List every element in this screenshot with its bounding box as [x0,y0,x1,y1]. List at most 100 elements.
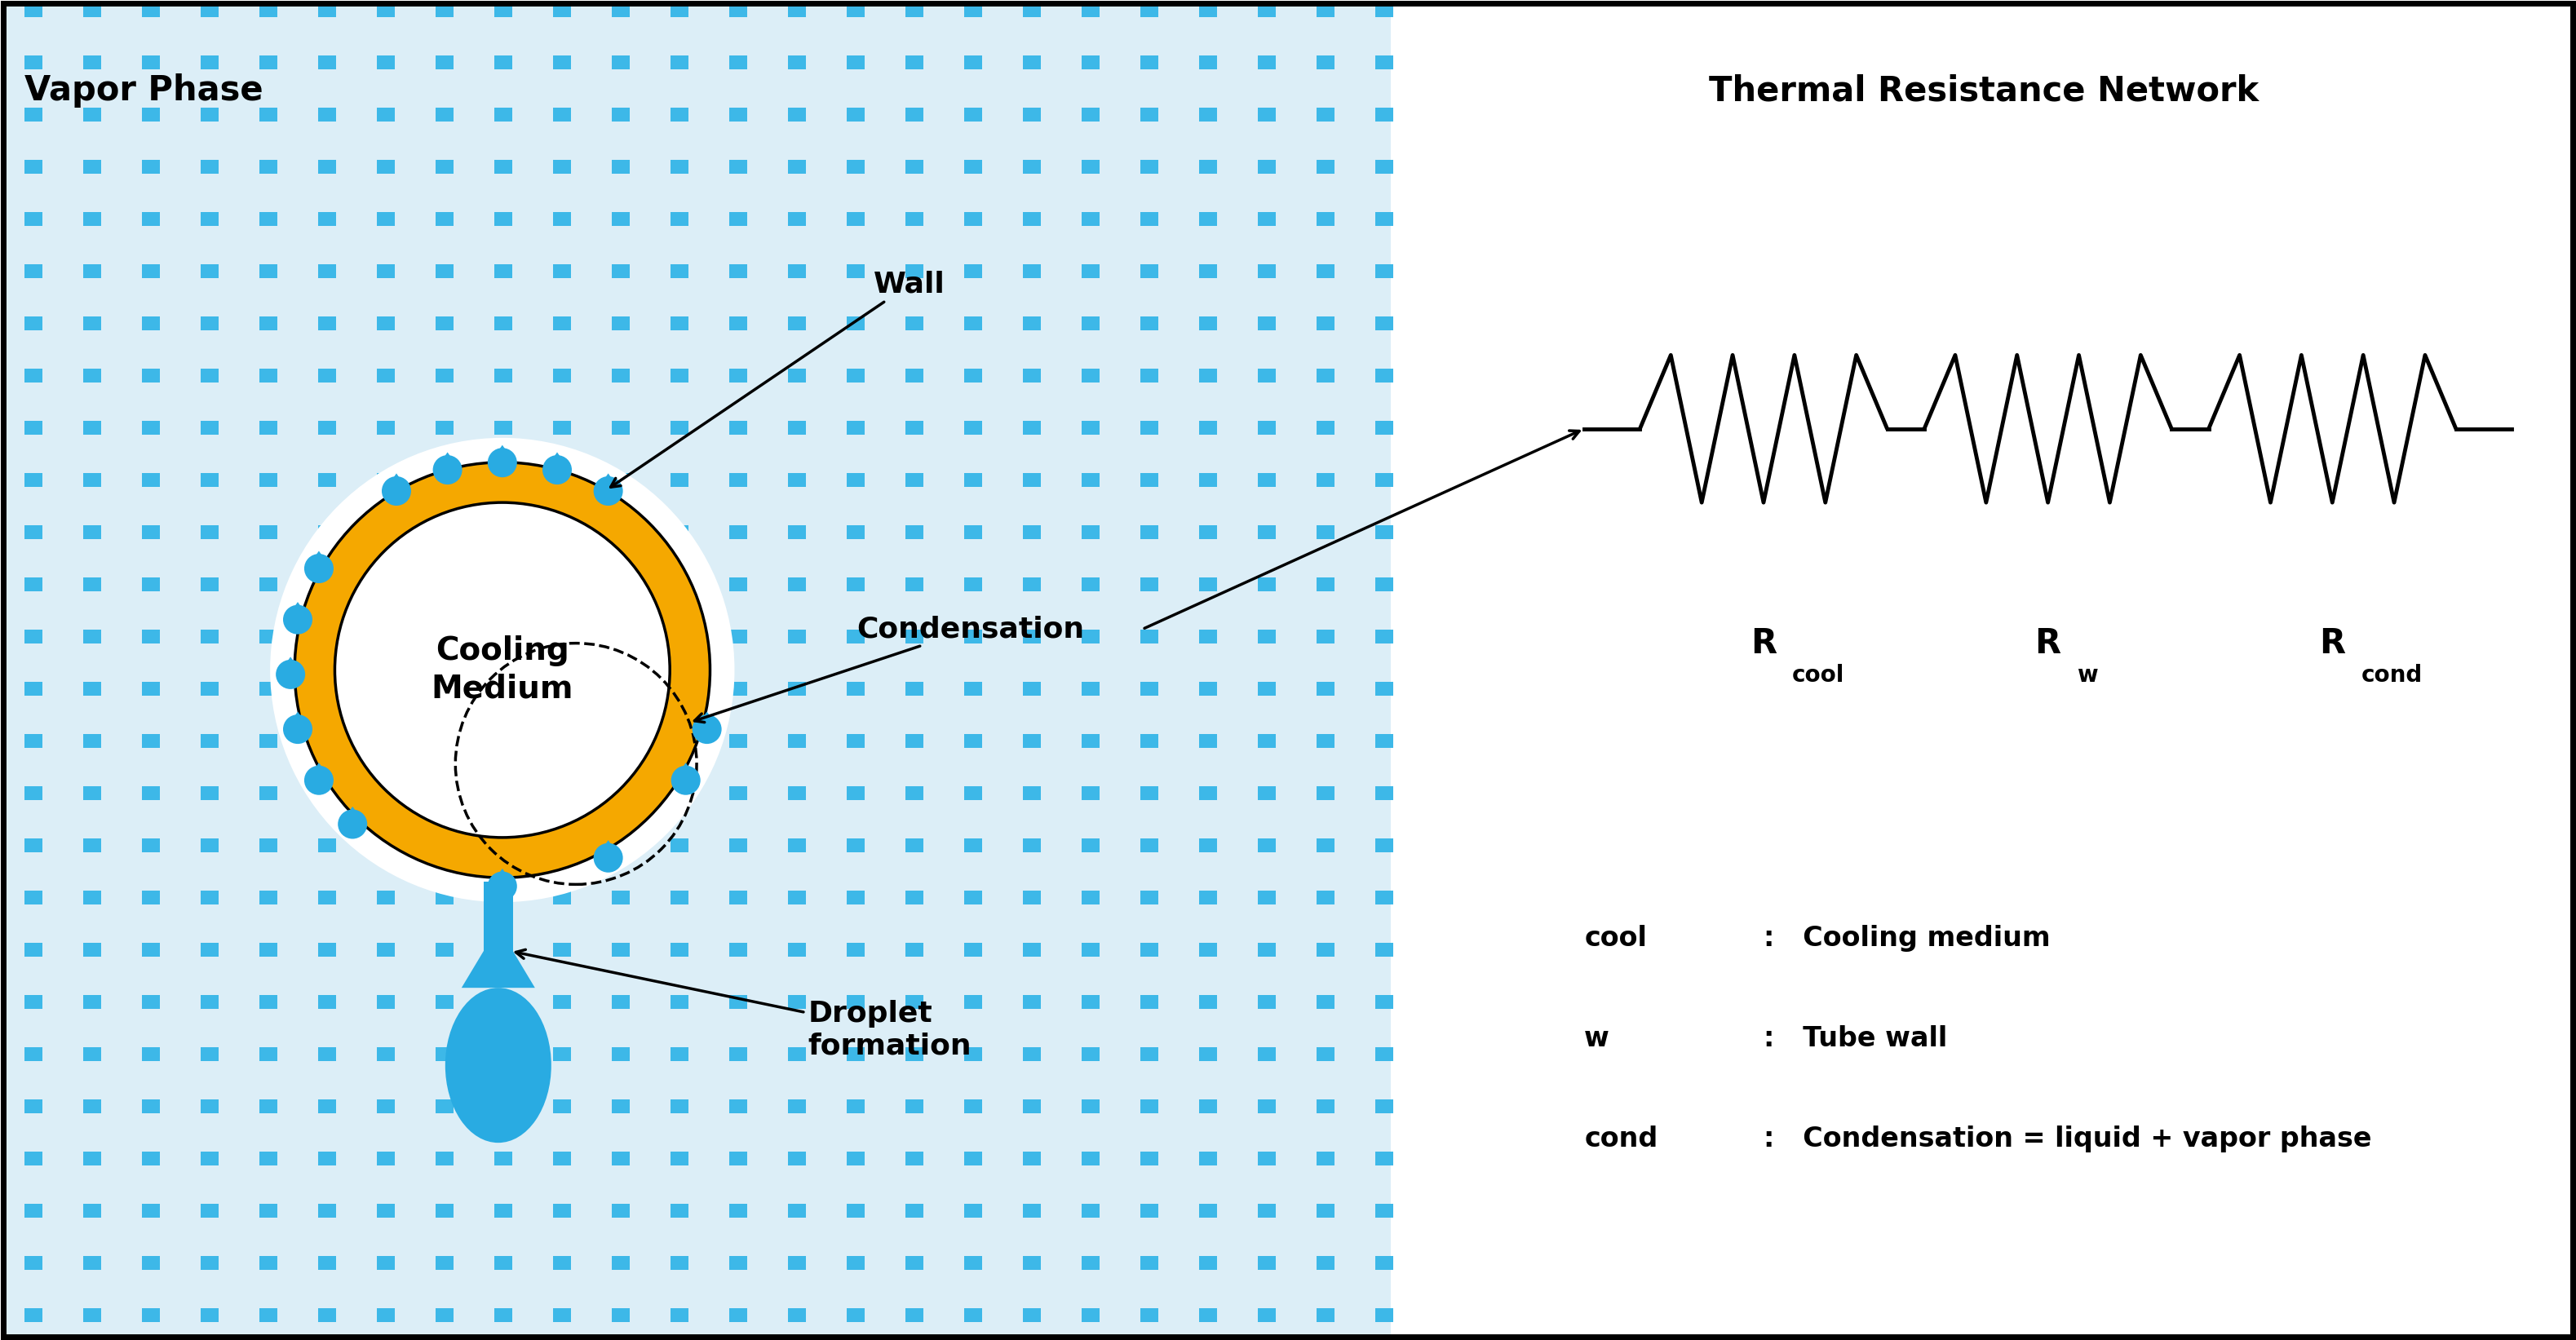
Circle shape [672,765,701,795]
Bar [495,473,513,486]
Bar [788,682,806,695]
Bar [1082,891,1100,904]
Bar [201,369,219,382]
Bar [670,630,688,643]
Bar [788,316,806,331]
Bar [1198,316,1216,331]
Bar [23,996,41,1009]
Bar [376,682,394,695]
Bar [1257,630,1275,643]
Bar [963,578,981,591]
Bar [23,943,41,957]
Bar [1082,1203,1100,1218]
Bar [670,1256,688,1270]
Bar [495,107,513,122]
Bar [904,159,922,174]
Bar [729,159,747,174]
Bar [1082,1151,1100,1166]
Bar [670,3,688,17]
Text: :   Tube wall: : Tube wall [1765,1025,1947,1052]
Bar [1082,682,1100,695]
Bar [1082,3,1100,17]
Bar [1316,107,1334,122]
Bar [1141,943,1159,957]
Bar [1141,578,1159,591]
Bar [495,369,513,382]
Bar [260,1151,278,1166]
Bar [1316,525,1334,539]
Bar [317,787,335,800]
Bar [23,3,41,17]
Bar [1198,212,1216,226]
Bar [376,943,394,957]
Bar [1257,1308,1275,1323]
Bar [495,578,513,591]
Bar [435,55,453,70]
Circle shape [270,438,734,902]
Bar [376,421,394,434]
Bar [848,1151,866,1166]
Bar [1376,787,1394,800]
Bar [788,891,806,904]
Bar [435,996,453,1009]
Bar [788,1308,806,1323]
Bar [963,3,981,17]
Bar [670,943,688,957]
Text: cool: cool [1584,925,1646,951]
Bar [554,943,572,957]
Bar [435,943,453,957]
Bar [729,996,747,1009]
Bar [1198,55,1216,70]
Bar [1023,1203,1041,1218]
Bar [848,159,866,174]
Bar [670,316,688,331]
Bar [611,1203,629,1218]
Bar [1082,55,1100,70]
Bar [1198,421,1216,434]
Polygon shape [386,473,407,488]
Bar [554,55,572,70]
Bar [848,630,866,643]
Bar [1376,3,1394,17]
Bar [788,1099,806,1114]
Bar [1023,1256,1041,1270]
Text: Cooling
Medium: Cooling Medium [430,635,574,705]
Bar [729,369,747,382]
Bar [1141,1099,1159,1114]
Bar [260,1308,278,1323]
Bar [201,1256,219,1270]
Bar [1257,682,1275,695]
Bar [670,891,688,904]
Bar [1141,1256,1159,1270]
Bar [495,943,513,957]
Bar [1316,1151,1334,1166]
Bar [260,1256,278,1270]
Bar [23,421,41,434]
Bar [317,1099,335,1114]
Bar [963,264,981,279]
Bar [201,682,219,695]
Bar [1316,3,1334,17]
Polygon shape [281,657,301,671]
Bar [963,55,981,70]
Bar [554,1099,572,1114]
Bar [729,1256,747,1270]
Bar [142,107,160,122]
Bar [23,369,41,382]
Bar [23,159,41,174]
Polygon shape [343,807,363,821]
Bar [1023,212,1041,226]
Bar [201,839,219,852]
Bar [82,1047,100,1061]
Bar [260,996,278,1009]
Bar [435,107,453,122]
Bar [670,1151,688,1166]
Bar [963,316,981,331]
Circle shape [283,604,312,634]
Bar [435,525,453,539]
FancyBboxPatch shape [484,882,513,984]
Bar [317,839,335,852]
Bar [1316,734,1334,748]
Bar [82,1203,100,1218]
Text: w: w [2076,663,2097,686]
